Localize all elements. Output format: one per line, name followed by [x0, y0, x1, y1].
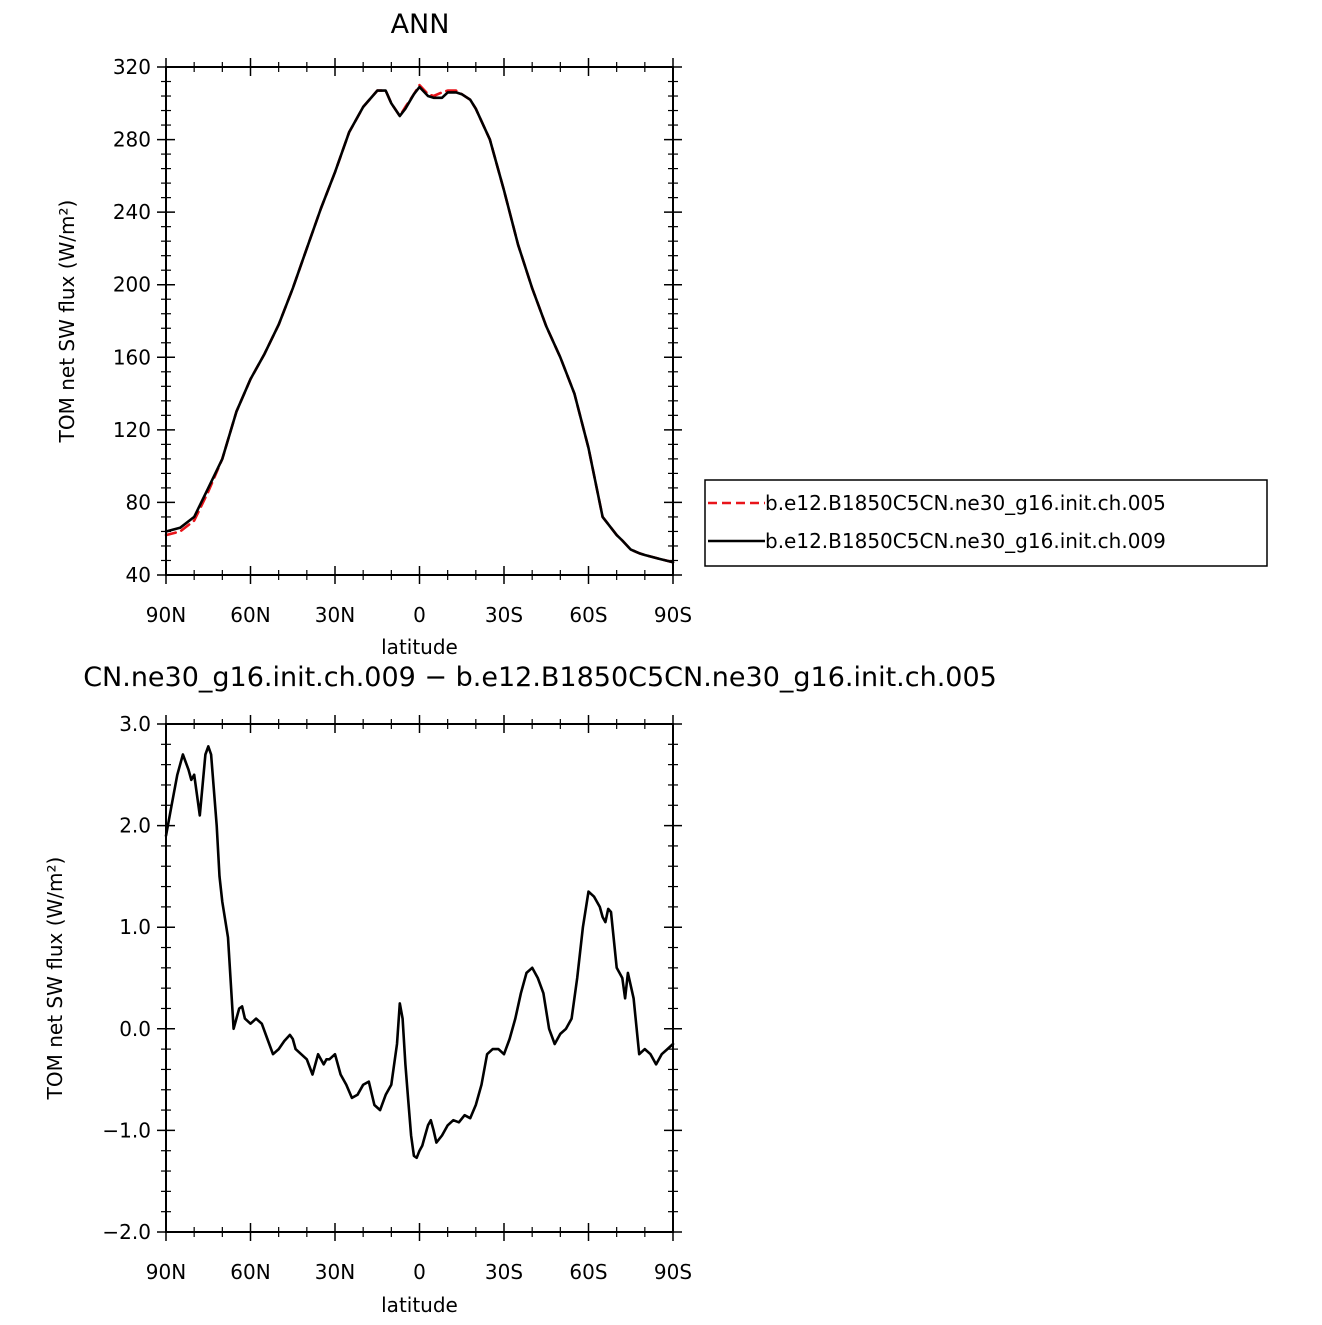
top-chart-title: ANN [391, 9, 450, 40]
x-tick-label: 0 [413, 1260, 426, 1284]
series-line-0 [164, 745, 675, 1160]
y-tick-label: 80 [126, 490, 151, 514]
top-series [164, 83, 675, 564]
legend-label-ch009: b.e12.B1850C5CN.ne30_g16.init.ch.009 [765, 529, 1166, 553]
legend-box [704, 479, 1268, 567]
x-tick-label: 60N [230, 1260, 270, 1284]
top-x-axis-label: latitude [381, 635, 458, 659]
y-tick-label: −1.0 [102, 1118, 151, 1142]
bottom-tick-labels: −2.0 −1.0 0.0 1.0 2.0 3.0 90N 60N 30N 0 30S 60S 90S [102, 712, 692, 1284]
y-tick-label: 160 [113, 345, 151, 369]
bottom-series [164, 745, 675, 1160]
bottom-ticks [157, 715, 682, 1241]
top-tick-labels: 40 80 120 160 200 240 280 320 90N 60N 30N 0 30S 60S 90… [113, 55, 692, 627]
x-tick-label: 0 [413, 603, 426, 627]
y-tick-label: 40 [126, 563, 151, 587]
x-tick-label: 90S [654, 1260, 692, 1284]
series-line-1 [164, 85, 675, 564]
x-tick-label: 30S [485, 1260, 523, 1284]
bottom-x-axis-label: latitude [381, 1293, 458, 1317]
x-tick-label: 90N [146, 1260, 186, 1284]
y-tick-label: 280 [113, 128, 151, 152]
y-tick-label: 320 [113, 55, 151, 79]
y-tick-label: −2.0 [102, 1220, 151, 1244]
top-y-axis-label: TOM net SW flux (W/m²) [55, 200, 79, 444]
y-tick-label: 1.0 [119, 915, 151, 939]
x-tick-label: 90S [654, 603, 692, 627]
bottom-y-axis-label: TOM net SW flux (W/m²) [43, 857, 67, 1101]
bottom-chart-title: CN.ne30_g16.init.ch.009 − b.e12.B1850C5C… [83, 662, 997, 693]
x-tick-label: 60N [230, 603, 270, 627]
bottom-panel: CN.ne30_g16.init.ch.009 − b.e12.B1850C5C… [43, 662, 997, 1317]
x-tick-label: 60S [569, 603, 607, 627]
y-tick-label: 2.0 [119, 814, 151, 838]
x-tick-label: 30N [315, 1260, 355, 1284]
x-tick-label: 90N [146, 603, 186, 627]
y-tick-label: 240 [113, 200, 151, 224]
legend-label-ch005: b.e12.B1850C5CN.ne30_g16.init.ch.005 [765, 491, 1166, 515]
bottom-plot-frame [165, 723, 674, 1233]
x-tick-label: 30N [315, 603, 355, 627]
y-tick-label: 200 [113, 273, 151, 297]
top-panel: ANN 40 80 120 160 200 240 280 320 90N 60N 30N 0 30S 6… [55, 9, 692, 659]
y-tick-label: 120 [113, 418, 151, 442]
legend: b.e12.B1850C5CN.ne30_g16.init.ch.005 b.e… [704, 479, 1268, 567]
x-tick-label: 60S [569, 1260, 607, 1284]
top-ticks [157, 58, 682, 584]
x-tick-label: 30S [485, 603, 523, 627]
y-tick-label: 0.0 [119, 1017, 151, 1041]
y-tick-label: 3.0 [119, 712, 151, 736]
top-plot-frame [165, 66, 674, 576]
